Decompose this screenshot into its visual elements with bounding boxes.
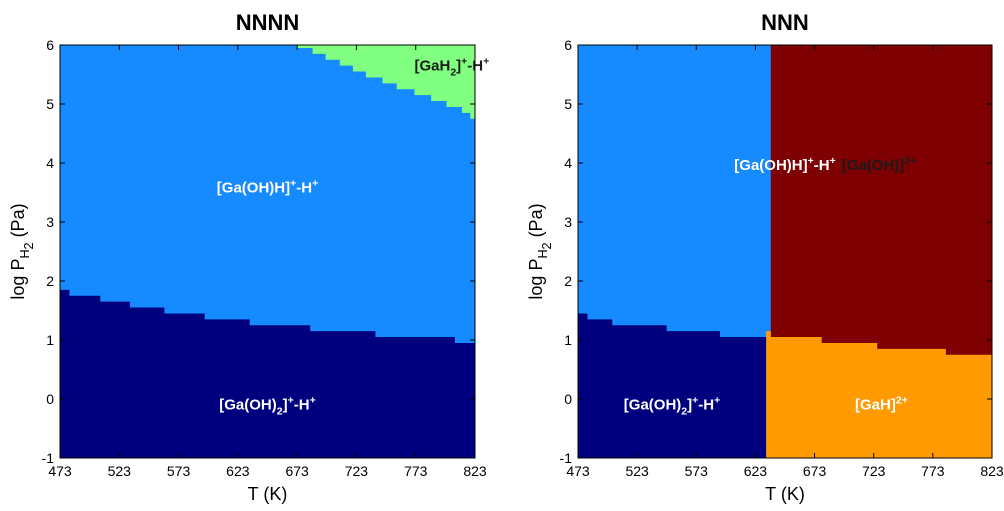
text-run: ] (687, 396, 692, 413)
region-label: [GaH]2+ (855, 394, 908, 413)
y-tick-label: 2 (564, 273, 572, 289)
text-run: + (830, 155, 836, 167)
text-run: + (288, 394, 294, 406)
y-tick-label: 4 (46, 155, 54, 171)
text-run: log P (8, 259, 28, 300)
phase-region (297, 45, 475, 119)
y-tick-label: 5 (564, 96, 572, 112)
x-tick-label: 523 (108, 463, 132, 479)
text-run: -H (294, 396, 310, 413)
y-tick-label: -1 (42, 450, 55, 466)
text-run: (Pa) (526, 203, 546, 242)
y-tick-label: 1 (46, 332, 54, 348)
text-run: + (312, 177, 318, 189)
text-run: [Ga(OH) (219, 396, 277, 413)
y-tick-label: 0 (564, 391, 572, 407)
x-tick-label: 723 (345, 463, 369, 479)
text-run: -H (698, 396, 714, 413)
x-tick-label: 723 (862, 463, 886, 479)
x-tick-label: 773 (921, 463, 945, 479)
text-run: H (536, 249, 550, 258)
x-tick-label: 773 (404, 463, 428, 479)
x-tick-label: 473 (566, 463, 590, 479)
y-tick-label: 6 (46, 37, 54, 53)
y-axis-label: log PH2 (Pa) (526, 203, 554, 299)
text-run: log P (526, 259, 546, 300)
text-run: 2+ (904, 155, 916, 167)
phase-region (60, 289, 475, 458)
text-run: ] (456, 58, 461, 75)
text-run: + (692, 394, 698, 406)
text-run: H (18, 249, 32, 258)
text-run: [Ga(OH)H] (734, 157, 807, 174)
plot-frame (59, 44, 476, 459)
text-run: + (483, 56, 489, 68)
text-run: 2 (277, 405, 283, 417)
x-tick-label: 473 (48, 463, 72, 479)
x-tick-label: 573 (685, 463, 709, 479)
phase-region (766, 331, 992, 458)
y-axis-label: log PH2 (Pa) (8, 203, 36, 299)
x-tick-label: 673 (803, 463, 827, 479)
chart-title: NNN (761, 10, 809, 35)
text-run: + (808, 155, 814, 167)
y-tick-label: 6 (564, 37, 572, 53)
x-tick-label: 823 (463, 463, 487, 479)
text-run: [Ga(OH)] (842, 157, 905, 174)
text-run: + (310, 394, 316, 406)
x-tick-label: 623 (226, 463, 250, 479)
text-run: 2+ (896, 394, 908, 406)
x-tick-label: 523 (625, 463, 649, 479)
y-tick-label: 1 (564, 332, 572, 348)
text-run: -H (814, 157, 830, 174)
text-run: 2 (681, 405, 687, 417)
text-run: -H (296, 179, 312, 196)
chart-title: NNNN (236, 10, 300, 35)
plot-frame (577, 44, 993, 459)
y-tick-label: -1 (560, 450, 573, 466)
text-run: 2 (540, 242, 554, 249)
y-tick-label: 3 (46, 214, 54, 230)
text-run: + (461, 56, 467, 68)
y-tick-label: 3 (564, 214, 572, 230)
x-axis-label: T (K) (248, 484, 288, 504)
text-run: + (290, 177, 296, 189)
x-axis-label: T (K) (765, 484, 805, 504)
text-run: + (714, 394, 720, 406)
text-run: [GaH (414, 58, 450, 75)
y-tick-label: 4 (564, 155, 572, 171)
y-tick-label: 2 (46, 273, 54, 289)
text-run: [Ga(OH)H] (217, 179, 290, 196)
text-run: [GaH] (855, 396, 896, 413)
region-label: [Ga(OH)]2+ (842, 155, 916, 174)
x-tick-label: 673 (285, 463, 309, 479)
text-run: 2 (22, 242, 36, 249)
text-run: [Ga(OH) (624, 396, 682, 413)
x-tick-label: 623 (744, 463, 768, 479)
region-label: [Ga(OH)H]+-H+ (734, 155, 835, 174)
text-run: ] (283, 396, 288, 413)
x-tick-label: 823 (980, 463, 1004, 479)
region-label: [Ga(OH)2]+-H+ (624, 394, 720, 417)
text-run: (Pa) (8, 203, 28, 242)
y-tick-label: 5 (46, 96, 54, 112)
x-tick-label: 573 (167, 463, 191, 479)
phase-region (578, 313, 767, 458)
text-run: 2 (450, 67, 456, 79)
region-label: [GaH2]+-H+ (414, 56, 489, 79)
region-label: [Ga(OH)2]+-H+ (219, 394, 315, 417)
y-tick-label: 0 (46, 391, 54, 407)
region-label: [Ga(OH)H]+-H+ (217, 177, 318, 196)
